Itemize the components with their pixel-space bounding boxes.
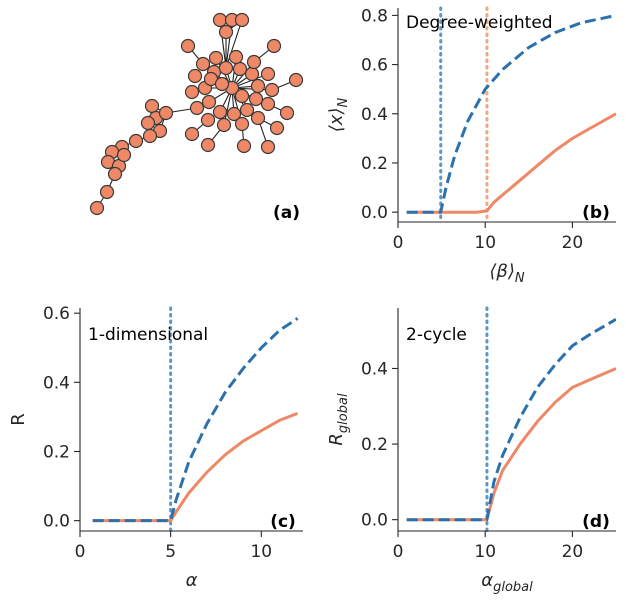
x-tick-label-c: 10 xyxy=(250,542,272,562)
x-tick-label-d: 0 xyxy=(393,542,404,562)
x-tick-label-c: 0 xyxy=(75,542,86,562)
y-tick-label-c: 0.6 xyxy=(43,304,70,324)
chart-panel-b: 0 10 20 0.0 0.2 0.4 0.6 0.8 ⟨β⟩N ⟨x⟩N Degree-weigh… xyxy=(326,6,616,286)
network-node xyxy=(144,98,160,114)
y-tick-label-d: 0.4 xyxy=(361,359,388,379)
network-node xyxy=(239,102,255,118)
x-axis-label-b: ⟨β⟩N xyxy=(489,261,525,286)
network-node xyxy=(246,54,262,70)
network-node xyxy=(234,12,250,28)
x-axis-label-d: αglobal xyxy=(481,570,533,595)
network-node xyxy=(128,133,144,149)
y-tick-label-d: 0.2 xyxy=(361,435,388,455)
network-node xyxy=(248,91,264,107)
y-tick-label-b: 0.0 xyxy=(361,203,388,223)
network-node xyxy=(236,138,252,154)
y-tick-label-b: 0.6 xyxy=(361,56,388,76)
network-node xyxy=(200,137,216,153)
y-tick-label-b: 0.8 xyxy=(361,6,388,26)
network-node xyxy=(200,112,216,128)
network-node xyxy=(264,82,280,98)
y-tick-label-c: 0.2 xyxy=(43,442,70,462)
y-tick-label-b: 0.2 xyxy=(361,154,388,174)
network-node xyxy=(116,147,132,163)
panel-label-a: (a) xyxy=(273,203,300,223)
network-node xyxy=(212,104,228,120)
panel-label-c: (c) xyxy=(270,512,296,532)
x-axis-label-c: α xyxy=(186,570,198,591)
network-edge xyxy=(225,19,243,69)
network-node xyxy=(228,49,244,65)
x-tick-label-b: 0 xyxy=(393,233,404,253)
series-line-b-solid xyxy=(406,112,616,214)
panel-annotation-b: Degree-weighted xyxy=(406,13,553,33)
network-node xyxy=(244,66,260,82)
network-node xyxy=(234,88,250,104)
network-node xyxy=(184,126,200,142)
network-node xyxy=(226,106,242,122)
y-tick-label-c: 0.4 xyxy=(43,373,70,393)
series-line-d-dashed xyxy=(406,318,616,522)
series-line-c-solid xyxy=(92,411,299,523)
network-nodes xyxy=(89,12,304,216)
network-node xyxy=(189,100,205,116)
network-node xyxy=(266,38,282,54)
network-node xyxy=(208,50,224,66)
series-line-b-dashed xyxy=(406,13,616,214)
network-node xyxy=(184,84,200,100)
network-node xyxy=(187,68,203,84)
network-node xyxy=(218,24,234,40)
y-tick-label-b: 0.4 xyxy=(361,105,388,125)
series-line-c-dashed xyxy=(92,317,299,523)
panel-label-b: (b) xyxy=(582,203,610,223)
series-line-d-solid xyxy=(406,367,616,522)
network-node xyxy=(218,60,234,76)
network-panel: (a) xyxy=(89,12,304,223)
panel-label-d: (d) xyxy=(582,512,610,532)
panel-annotation-d: 2-cycle xyxy=(406,325,467,345)
panel-annotation-c: 1-dimensional xyxy=(88,325,208,345)
network-node xyxy=(195,56,211,72)
network-node xyxy=(212,12,228,28)
network-node xyxy=(234,116,250,132)
network-node xyxy=(214,76,230,92)
network-node xyxy=(180,38,196,54)
chart-panel-c: 0 5 10 0.0 0.2 0.4 0.6 α R 1-dimensional (c) xyxy=(8,304,303,591)
network-node xyxy=(288,72,304,88)
x-tick-label-b: 20 xyxy=(562,233,584,253)
network-node xyxy=(279,105,295,121)
y-tick-label-c: 0.0 xyxy=(43,512,70,532)
network-node xyxy=(260,96,276,112)
network-node xyxy=(142,128,158,144)
network-node xyxy=(201,94,217,110)
network-node xyxy=(140,115,156,131)
y-axis-label-d: Rglobal xyxy=(326,393,351,446)
network-node xyxy=(107,166,123,182)
y-axis-label-b: ⟨x⟩N xyxy=(326,98,351,133)
network-node xyxy=(260,139,276,155)
y-tick-label-d: 0.0 xyxy=(361,511,388,531)
y-axis-label-c: R xyxy=(8,413,29,426)
network-node xyxy=(260,66,276,82)
x-tick-label-d: 10 xyxy=(474,542,496,562)
x-tick-label-c: 5 xyxy=(165,542,176,562)
network-node xyxy=(250,110,266,126)
network-node xyxy=(269,120,285,136)
x-tick-label-d: 20 xyxy=(562,542,584,562)
network-node xyxy=(250,78,266,94)
network-node xyxy=(99,184,115,200)
network-node xyxy=(158,105,174,121)
network-node xyxy=(232,61,248,77)
x-tick-label-b: 10 xyxy=(474,233,496,253)
chart-panel-d: 0 10 20 0.0 0.2 0.4 αglobal Rglobal 2-cycle (d) xyxy=(326,306,616,595)
network-node xyxy=(89,200,105,216)
network-node xyxy=(216,117,232,133)
